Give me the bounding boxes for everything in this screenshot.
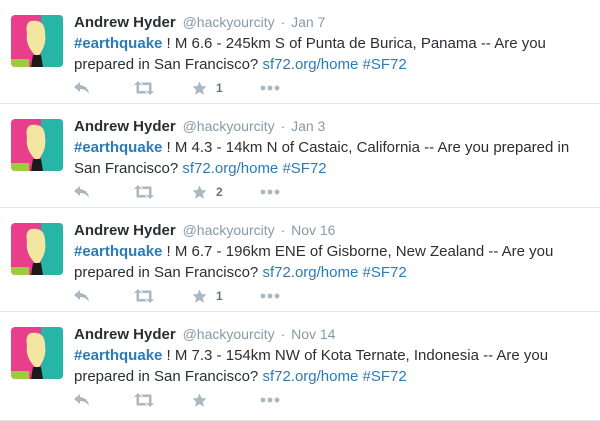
reply-icon bbox=[74, 186, 89, 198]
favorite-count: 2 bbox=[216, 185, 223, 199]
tweet-actions bbox=[74, 392, 334, 408]
retweet-button[interactable] bbox=[134, 392, 154, 408]
separator-dot: · bbox=[280, 118, 286, 134]
tweet-timestamp[interactable]: Nov 14 bbox=[291, 326, 336, 342]
star-icon bbox=[192, 288, 207, 303]
favorite-button[interactable]: 2 bbox=[192, 184, 223, 200]
tweet-actions: 1 bbox=[74, 288, 334, 304]
tweet-text: #earthquake ! M 7.3 - 154km NW of Kota T… bbox=[74, 345, 579, 387]
author-name[interactable]: Andrew Hyder bbox=[74, 326, 176, 343]
avatar[interactable] bbox=[11, 119, 63, 171]
reply-button[interactable] bbox=[74, 80, 90, 96]
avatar-image bbox=[11, 223, 63, 275]
url-link[interactable]: sf72.org/home bbox=[182, 160, 279, 177]
tweet-actions: 1 bbox=[74, 80, 334, 96]
url-link[interactable]: sf72.org/home bbox=[262, 264, 359, 281]
author-name[interactable]: Andrew Hyder bbox=[74, 118, 176, 135]
avatar-image bbox=[11, 327, 63, 379]
star-icon bbox=[192, 184, 207, 199]
reply-button[interactable] bbox=[74, 184, 90, 200]
hashtag-link[interactable]: #earthquake bbox=[74, 243, 163, 260]
tweet-timestamp[interactable]: Jan 7 bbox=[291, 14, 326, 30]
author-handle[interactable]: @hackyourcity bbox=[182, 118, 275, 134]
url-link[interactable]: sf72.org/home bbox=[262, 56, 359, 73]
hashtag-link[interactable]: #earthquake bbox=[74, 347, 163, 364]
tweet-text: #earthquake ! M 6.6 - 245km S of Punta d… bbox=[74, 33, 579, 75]
favorite-button[interactable] bbox=[192, 392, 216, 408]
separator-dot: · bbox=[280, 14, 286, 30]
hashtag-link[interactable]: #earthquake bbox=[74, 139, 163, 156]
tweet-header: Andrew Hyder @hackyourcity · Jan 7 bbox=[74, 13, 325, 32]
retweet-button[interactable] bbox=[134, 184, 154, 200]
retweet-icon bbox=[134, 81, 154, 95]
tweet-timestamp[interactable]: Nov 16 bbox=[291, 222, 336, 238]
tweet-header: Andrew Hyder @hackyourcity · Nov 14 bbox=[74, 325, 335, 344]
avatar[interactable] bbox=[11, 223, 63, 275]
star-icon bbox=[192, 80, 207, 95]
more-button[interactable] bbox=[260, 288, 280, 304]
more-icon bbox=[260, 85, 280, 91]
separator-dot: · bbox=[280, 326, 286, 342]
hashtag-link[interactable]: #earthquake bbox=[74, 35, 163, 52]
avatar-image bbox=[11, 119, 63, 171]
favorite-count: 1 bbox=[216, 289, 223, 303]
tweet-body: ! M 7.3 - 154km NW of Kota Ternate, Indo… bbox=[74, 347, 549, 385]
tweet[interactable]: Andrew Hyder @hackyourcity · Nov 14 #ear… bbox=[0, 312, 600, 421]
tweet[interactable]: Andrew Hyder @hackyourcity · Nov 16 #ear… bbox=[0, 208, 600, 312]
tweet-actions: 2 bbox=[74, 184, 334, 200]
author-handle[interactable]: @hackyourcity bbox=[182, 222, 275, 238]
author-handle[interactable]: @hackyourcity bbox=[182, 14, 275, 30]
reply-icon bbox=[74, 394, 89, 406]
star-icon bbox=[192, 392, 207, 407]
tweet[interactable]: Andrew Hyder @hackyourcity · Jan 7 #eart… bbox=[0, 0, 600, 104]
reply-button[interactable] bbox=[74, 392, 90, 408]
tweet-text: #earthquake ! M 6.7 - 196km ENE of Gisbo… bbox=[74, 241, 579, 283]
hashtag-link[interactable]: #SF72 bbox=[362, 368, 407, 385]
reply-icon bbox=[74, 290, 89, 302]
retweet-icon bbox=[134, 289, 154, 303]
reply-button[interactable] bbox=[74, 288, 90, 304]
favorite-button[interactable]: 1 bbox=[192, 288, 223, 304]
separator-dot: · bbox=[280, 222, 286, 238]
tweet-text: #earthquake ! M 4.3 - 14km N of Castaic,… bbox=[74, 137, 579, 179]
hashtag-link[interactable]: #SF72 bbox=[362, 56, 407, 73]
more-icon bbox=[260, 189, 280, 195]
author-name[interactable]: Andrew Hyder bbox=[74, 14, 176, 31]
avatar[interactable] bbox=[11, 327, 63, 379]
tweet-body: ! M 4.3 - 14km N of Castaic, California … bbox=[74, 139, 570, 177]
retweet-icon bbox=[134, 185, 154, 199]
more-button[interactable] bbox=[260, 80, 280, 96]
author-name[interactable]: Andrew Hyder bbox=[74, 222, 176, 239]
hashtag-link[interactable]: #SF72 bbox=[362, 264, 407, 281]
reply-icon bbox=[74, 82, 89, 94]
tweet-body: ! M 6.7 - 196km ENE of Gisborne, New Zea… bbox=[74, 243, 554, 281]
favorite-count: 1 bbox=[216, 81, 223, 95]
retweet-button[interactable] bbox=[134, 288, 154, 304]
favorite-button[interactable]: 1 bbox=[192, 80, 223, 96]
tweet-header: Andrew Hyder @hackyourcity · Nov 16 bbox=[74, 221, 335, 240]
more-icon bbox=[260, 293, 280, 299]
retweet-icon bbox=[134, 393, 154, 407]
retweet-button[interactable] bbox=[134, 80, 154, 96]
url-link[interactable]: sf72.org/home bbox=[262, 368, 359, 385]
tweet[interactable]: Andrew Hyder @hackyourcity · Jan 3 #eart… bbox=[0, 104, 600, 208]
tweet-header: Andrew Hyder @hackyourcity · Jan 3 bbox=[74, 117, 325, 136]
more-icon bbox=[260, 397, 280, 403]
tweet-timestamp[interactable]: Jan 3 bbox=[291, 118, 326, 134]
tweet-body: ! M 6.6 - 245km S of Punta de Burica, Pa… bbox=[74, 35, 546, 73]
avatar-image bbox=[11, 15, 63, 67]
more-button[interactable] bbox=[260, 392, 280, 408]
author-handle[interactable]: @hackyourcity bbox=[182, 326, 275, 342]
more-button[interactable] bbox=[260, 184, 280, 200]
hashtag-link[interactable]: #SF72 bbox=[282, 160, 327, 177]
avatar[interactable] bbox=[11, 15, 63, 67]
